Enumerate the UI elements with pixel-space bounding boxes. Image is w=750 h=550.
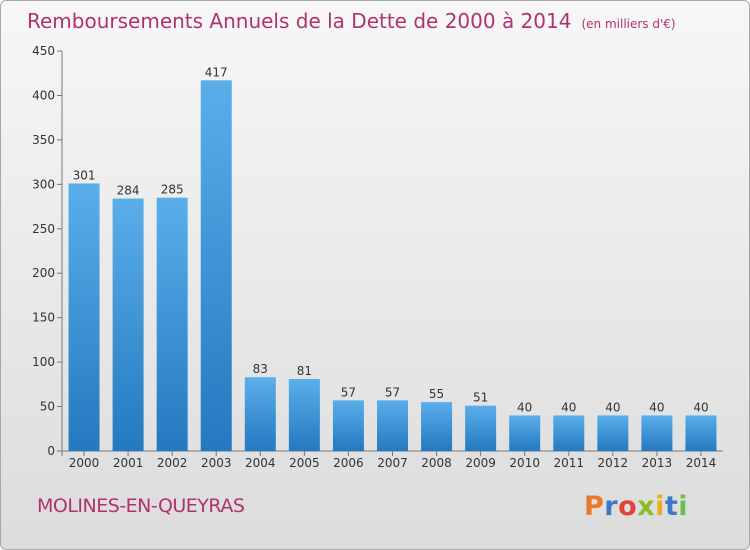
x-tick-label: 2006 [333,456,364,470]
x-tick-label: 2009 [465,456,496,470]
bar-value-label: 40 [693,400,708,414]
x-tick-label: 2002 [157,456,188,470]
x-tick-label: 2011 [553,456,584,470]
brand-letter: t [664,491,679,522]
brand-letter: x [637,491,656,522]
bar [553,415,585,451]
y-tick-label: 400 [32,88,55,102]
y-tick-label: 200 [32,266,55,280]
bar [597,415,629,451]
brand-letter: r [604,491,619,522]
bar-value-label: 417 [205,65,228,79]
bar [377,400,408,451]
chart-title-text: Remboursements Annuels de la Dette de 20… [27,9,572,33]
x-tick-label: 2007 [377,456,408,470]
bar-value-label: 57 [385,385,400,399]
brand-letter: o [618,491,638,522]
y-tick-label: 50 [40,400,55,414]
bar-value-label: 51 [473,391,488,405]
x-tick-label: 2001 [113,456,144,470]
bar [244,377,276,451]
brand-letter: i [678,491,689,522]
x-tick-label: 2000 [69,456,100,470]
chart-title: Remboursements Annuels de la Dette de 20… [27,9,676,33]
bar [332,400,364,451]
bar [68,183,100,451]
location-name: MOLINES-EN-QUEYRAS [37,495,245,517]
bar-value-label: 55 [429,387,444,401]
y-tick-label: 350 [32,133,55,147]
proxiti-logo: Proxiti [584,491,688,522]
bar [156,197,188,451]
x-tick-label: 2003 [201,456,232,470]
bar-value-label: 284 [117,184,140,198]
bar [641,415,673,451]
bar [200,80,232,451]
bar [288,379,320,451]
x-tick-label: 2010 [509,456,540,470]
x-tick-label: 2008 [421,456,452,470]
y-tick-label: 250 [32,222,55,236]
bar-value-label: 301 [73,168,96,182]
bar [465,405,497,451]
y-tick-label: 100 [32,355,55,369]
x-tick-label: 2012 [598,456,629,470]
bar-value-label: 40 [605,400,620,414]
y-tick-label: 450 [32,44,55,58]
chart-bars: 301 284 285 417 83 81 57 57 55 51 40 40 40 40 40 [68,65,717,451]
y-tick-label: 300 [32,177,55,191]
bar [685,415,717,451]
brand-letter: P [584,491,605,522]
bar [421,402,453,451]
chart-unit: (en milliers d'€) [581,17,676,31]
bar-value-label: 83 [253,362,268,376]
bar-value-label: 40 [517,400,532,414]
chart-axes: 0 50 100 150 200 250 300 350 400 450 2000 2001 2002 2… [32,44,723,470]
x-tick-label: 2013 [642,456,673,470]
x-tick-label: 2014 [686,456,717,470]
y-tick-label: 150 [32,311,55,325]
bar [112,198,144,451]
y-tick-label: 0 [47,444,55,458]
bar [509,415,541,451]
bar-value-label: 285 [161,183,184,197]
bar-value-label: 81 [297,364,312,378]
x-tick-label: 2005 [289,456,320,470]
bar-value-label: 40 [649,400,664,414]
brand-letter: i [655,491,665,522]
bar-value-label: 40 [561,400,576,414]
x-tick-label: 2004 [245,456,276,470]
bar-value-label: 57 [341,385,356,399]
